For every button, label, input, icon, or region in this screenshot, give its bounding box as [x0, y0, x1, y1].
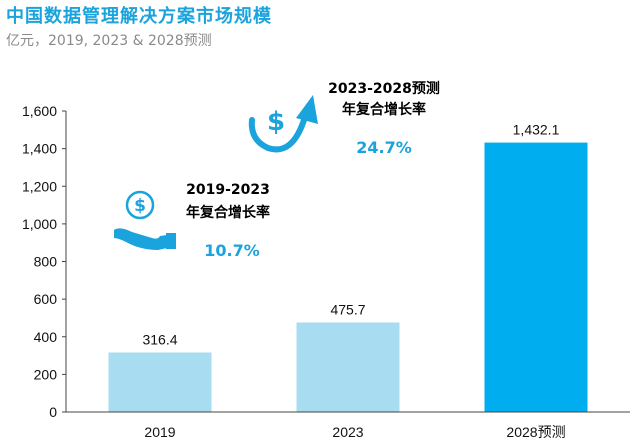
y-tick-label: 400	[34, 329, 58, 345]
bar-value-label: 316.4	[142, 331, 177, 347]
bar-2028预测	[484, 142, 588, 412]
y-tick-label: 200	[34, 366, 58, 382]
svg-text:$: $	[267, 107, 285, 137]
y-tick-label: 1,200	[22, 178, 57, 194]
cagr-2-period: 2023-2028预测	[328, 80, 440, 97]
y-tick-label: 600	[34, 291, 58, 307]
bar-value-label: 1,432.1	[513, 122, 560, 138]
y-tick-label: 1,400	[22, 141, 57, 157]
cagr-1-period: 2019-2023	[186, 182, 270, 198]
cagr-2-value: 24.7%	[356, 138, 412, 157]
cagr-1-label: 年复合增长率	[186, 204, 270, 221]
y-tick-label: 1,000	[22, 216, 57, 232]
bar-2019	[108, 352, 212, 412]
y-tick-label: 0	[49, 404, 57, 420]
bar-2023	[296, 322, 400, 412]
x-tick-label: 2028预测	[506, 424, 565, 440]
y-tick-label: 1,600	[22, 103, 57, 119]
cagr-2-label: 年复合增长率	[342, 101, 426, 118]
dollar-growth-arrow-icon: $	[248, 95, 318, 153]
svg-text:$: $	[134, 196, 146, 216]
cagr-1-value: 10.7%	[204, 241, 260, 260]
chart-title: 中国数据管理解决方案市场规模	[6, 6, 272, 27]
x-tick-label: 2023	[332, 424, 363, 440]
y-tick-label: 800	[34, 254, 58, 270]
chart-subtitle: 亿元，2019, 2023 & 2028预测	[6, 33, 212, 49]
hand-coin-icon: $	[114, 190, 176, 250]
x-tick-label: 2019	[144, 424, 175, 440]
bar-value-label: 475.7	[330, 302, 365, 318]
